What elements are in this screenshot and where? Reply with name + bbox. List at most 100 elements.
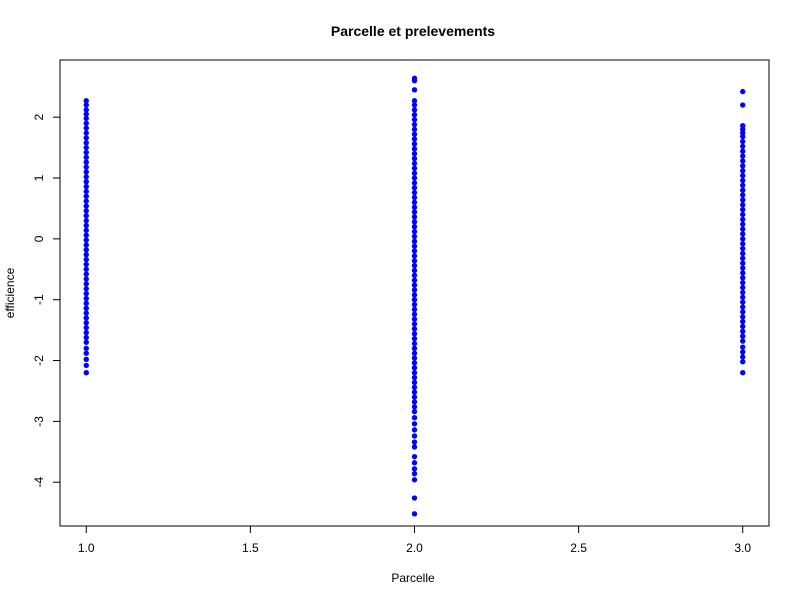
data-point <box>411 185 418 191</box>
data-point <box>411 296 418 303</box>
data-point <box>411 238 418 244</box>
data-point <box>83 356 89 363</box>
data-point <box>83 208 89 214</box>
data-point <box>740 172 746 179</box>
data-point <box>411 335 418 342</box>
data-point <box>740 265 746 271</box>
data-point <box>411 433 418 439</box>
data-point <box>83 295 89 302</box>
data-point <box>411 180 418 186</box>
data-point <box>411 326 418 332</box>
data-point <box>411 228 418 235</box>
data-point <box>83 222 89 229</box>
data-point <box>740 241 746 247</box>
data-point <box>740 226 746 232</box>
data-point <box>740 369 746 376</box>
data-point <box>411 199 418 206</box>
data-point <box>740 138 746 145</box>
y-tick-label: -1 <box>32 294 46 305</box>
data-point <box>411 316 418 322</box>
data-point <box>740 88 746 95</box>
data-point <box>83 237 89 243</box>
data-point <box>83 247 89 253</box>
data-point <box>83 242 89 248</box>
data-point <box>83 281 89 287</box>
data-point <box>83 256 89 263</box>
data-point <box>411 444 418 450</box>
data-point <box>83 320 89 326</box>
data-point <box>411 262 418 269</box>
data-point <box>740 236 746 242</box>
data-point <box>83 107 89 113</box>
data-point <box>411 404 418 410</box>
data-point <box>411 453 418 460</box>
data-point <box>740 314 746 320</box>
data-point <box>740 187 746 193</box>
data-point <box>411 408 418 415</box>
data-point <box>411 87 418 93</box>
data-point <box>740 206 746 213</box>
data-point <box>740 284 746 291</box>
x-tick-label: 2.5 <box>570 541 587 555</box>
y-axis: -4 -3 -2 -1 0 1 2 <box>32 114 61 488</box>
data-point <box>411 399 418 405</box>
data-point <box>740 250 746 257</box>
data-point <box>740 275 746 281</box>
data-point <box>740 323 746 330</box>
data-point <box>740 338 746 344</box>
data-point <box>740 177 746 184</box>
data-point <box>411 112 418 118</box>
data-point <box>411 170 418 176</box>
data-point <box>83 286 89 292</box>
data-point <box>83 98 89 104</box>
data-point <box>740 354 746 360</box>
y-tick-label: 0 <box>32 235 46 242</box>
data-point <box>740 255 746 262</box>
data-point <box>83 178 89 185</box>
data-point <box>83 310 89 316</box>
data-point <box>411 369 418 376</box>
data-point <box>83 362 89 369</box>
data-point <box>411 233 418 240</box>
data-point <box>740 231 746 237</box>
x-axis-label: Parcelle <box>391 571 435 585</box>
data-point <box>411 155 418 162</box>
data-point <box>411 379 418 386</box>
data-point <box>740 148 746 154</box>
data-point <box>411 253 418 259</box>
y-tick-label: 1 <box>32 174 46 181</box>
data-point <box>83 154 89 161</box>
data-point <box>83 324 89 331</box>
data-point <box>83 251 89 258</box>
data-point <box>411 292 418 298</box>
data-point <box>83 213 89 219</box>
data-point <box>740 168 746 174</box>
data-point <box>740 102 746 108</box>
data-point <box>740 245 746 252</box>
data-point <box>83 369 89 376</box>
data-point <box>83 261 89 268</box>
data-point <box>411 160 418 167</box>
data-point <box>83 345 89 352</box>
x-tick-label: 3.0 <box>734 541 751 555</box>
data-point <box>411 141 418 147</box>
data-point <box>411 267 418 274</box>
data-point <box>740 294 746 300</box>
data-point <box>411 360 418 366</box>
data-point <box>740 344 746 350</box>
data-point <box>740 309 746 315</box>
data-point <box>411 394 418 400</box>
data-point <box>740 328 746 335</box>
data-point <box>411 165 418 171</box>
data-point <box>740 359 746 365</box>
y-axis-label: efficience <box>3 267 17 318</box>
data-points <box>83 75 746 517</box>
y-tick-label: -2 <box>32 355 46 366</box>
data-point <box>83 120 89 126</box>
data-point <box>411 287 418 293</box>
data-point <box>740 299 746 305</box>
data-point <box>740 153 746 159</box>
data-point <box>83 339 89 345</box>
data-point <box>740 260 746 266</box>
data-point <box>411 77 418 84</box>
